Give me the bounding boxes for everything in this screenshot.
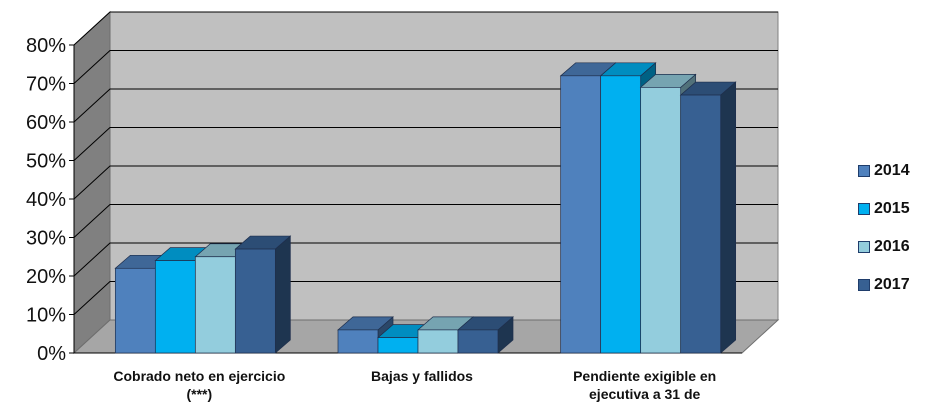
gridline <box>73 165 778 200</box>
y-tick-label: 20% <box>26 266 66 288</box>
bar-side <box>274 235 291 354</box>
bar-2015 <box>600 75 642 354</box>
category-label: Pendiente exigible en <box>573 368 716 384</box>
bar-2014 <box>560 75 602 354</box>
bar-2017 <box>457 329 499 354</box>
y-tick-label: 10% <box>26 305 66 327</box>
bar-2016 <box>640 86 682 354</box>
category-label: Bajas y fallidos <box>371 368 473 384</box>
bar-2016 <box>417 329 459 354</box>
y-tick-label: 80% <box>26 35 66 57</box>
gridline <box>73 88 778 123</box>
category-label: ejecutiva a 31 de <box>589 386 701 402</box>
bar-2017 <box>234 248 276 354</box>
y-tick-label: 30% <box>26 228 66 250</box>
legend: 2014 2015 2016 2017 <box>858 152 942 304</box>
bar-2014 <box>337 329 379 354</box>
legend-item-2017: 2017 <box>858 266 942 304</box>
y-tick-label: 50% <box>26 151 66 173</box>
y-tick-label: 0% <box>37 343 66 365</box>
legend-swatch-2016 <box>858 241 870 253</box>
bar-2016 <box>194 256 236 354</box>
gridline <box>73 204 778 238</box>
bar-2014 <box>114 267 156 354</box>
legend-label-2015: 2015 <box>874 200 910 217</box>
category-label: (***) <box>186 386 212 402</box>
legend-item-2016: 2016 <box>858 228 942 266</box>
bar-2017 <box>680 94 722 354</box>
gridline <box>73 11 778 46</box>
y-tick-label: 60% <box>26 112 66 134</box>
legend-label-2017: 2017 <box>874 276 910 293</box>
bar-2015 <box>154 260 196 354</box>
bar-2015 <box>377 337 419 354</box>
gridline <box>73 281 778 315</box>
legend-swatch-2014 <box>858 165 870 177</box>
gridline <box>73 242 778 277</box>
legend-item-2015: 2015 <box>858 190 942 228</box>
y-tick-label: 40% <box>26 189 66 211</box>
legend-label-2016: 2016 <box>874 238 910 255</box>
category-label: Cobrado neto en ejercicio <box>113 368 285 384</box>
gridline <box>73 50 778 84</box>
legend-swatch-2017 <box>858 279 870 291</box>
gridline <box>73 127 778 161</box>
bar-side <box>720 81 737 354</box>
legend-item-2014: 2014 <box>858 152 942 190</box>
legend-label-2014: 2014 <box>874 162 910 179</box>
legend-swatch-2015 <box>858 203 870 215</box>
y-tick-label: 70% <box>26 74 66 96</box>
